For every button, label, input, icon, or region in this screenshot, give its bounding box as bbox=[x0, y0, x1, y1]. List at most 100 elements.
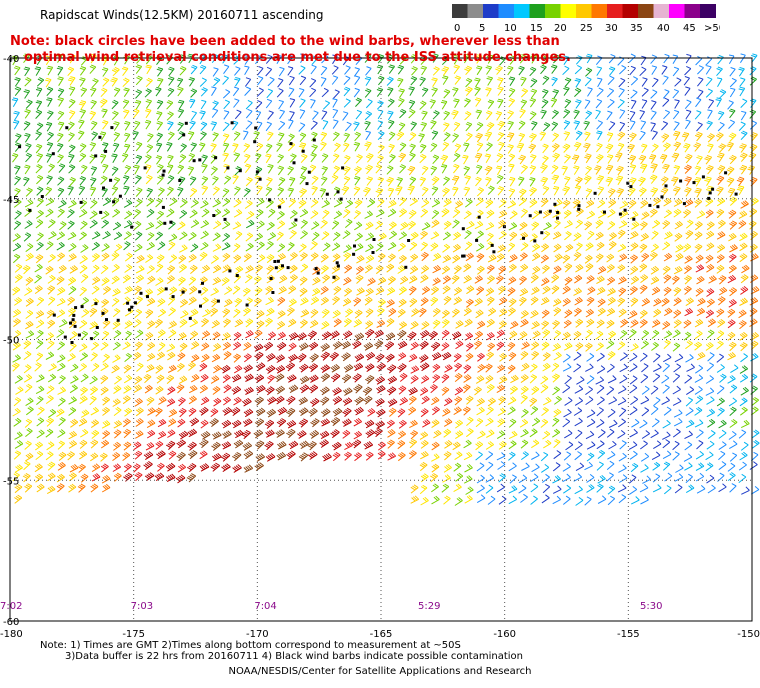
wind-barb bbox=[684, 430, 693, 440]
wind-barb bbox=[497, 186, 505, 196]
wind-barb bbox=[474, 340, 483, 350]
wind-barb bbox=[684, 307, 694, 317]
wind-barb bbox=[520, 394, 528, 404]
wind-barb bbox=[408, 99, 416, 110]
wind-barb bbox=[432, 110, 440, 120]
wind-barb bbox=[36, 186, 44, 196]
wind-barb bbox=[477, 430, 486, 440]
wind-barb bbox=[618, 464, 627, 473]
wind-barb bbox=[133, 120, 141, 131]
wind-barb bbox=[397, 64, 405, 75]
wind-barb bbox=[631, 221, 640, 230]
wind-barb bbox=[14, 375, 23, 384]
wind-barb bbox=[244, 373, 254, 382]
wind-barb bbox=[364, 110, 373, 121]
wind-barb bbox=[673, 309, 682, 319]
wind-barb bbox=[319, 439, 329, 448]
wind-barb bbox=[14, 440, 24, 449]
wind-barb bbox=[465, 298, 474, 308]
wind-barb bbox=[716, 197, 726, 207]
wind-barb bbox=[541, 277, 550, 286]
wind-barb bbox=[697, 65, 704, 75]
wind-barb bbox=[156, 254, 165, 264]
wind-barb bbox=[332, 396, 343, 405]
wind-barb bbox=[234, 230, 243, 241]
wind-barb bbox=[409, 438, 418, 449]
wind-barb bbox=[431, 130, 439, 140]
wind-barb bbox=[673, 208, 682, 218]
wind-barb bbox=[553, 307, 562, 317]
wind-barb bbox=[222, 197, 231, 207]
wind-barb bbox=[607, 451, 616, 460]
wind-barb bbox=[739, 242, 748, 252]
wind-barb bbox=[233, 243, 241, 253]
wind-barb bbox=[342, 330, 353, 340]
wind-barb bbox=[443, 295, 452, 306]
wind-barb bbox=[455, 340, 464, 350]
wind-barb bbox=[520, 164, 528, 174]
wind-barb bbox=[551, 121, 559, 132]
wind-barb bbox=[156, 450, 166, 460]
wind-barb bbox=[177, 164, 185, 175]
wind-barb bbox=[343, 387, 353, 396]
wind-barb bbox=[530, 274, 539, 284]
contamination-marker bbox=[143, 166, 147, 170]
wind-barb bbox=[729, 452, 738, 462]
wind-barb bbox=[66, 451, 75, 461]
contamination-marker bbox=[198, 158, 202, 162]
wind-barb bbox=[255, 440, 265, 450]
wind-barb bbox=[133, 208, 142, 219]
wind-barb bbox=[189, 209, 198, 219]
wind-barb bbox=[399, 142, 407, 152]
wind-barb bbox=[675, 244, 684, 253]
wind-barb bbox=[507, 276, 517, 285]
wind-barb bbox=[695, 364, 704, 374]
wind-barb bbox=[418, 307, 427, 318]
wind-barb bbox=[343, 142, 350, 153]
wind-barb bbox=[386, 76, 394, 86]
wind-barb bbox=[100, 362, 109, 372]
wind-barb bbox=[518, 120, 526, 130]
wind-barb bbox=[80, 428, 89, 438]
wind-barb bbox=[532, 265, 541, 275]
wind-barb bbox=[68, 86, 76, 96]
wind-barb bbox=[232, 221, 242, 230]
wind-barb bbox=[89, 64, 97, 74]
wind-barb bbox=[168, 329, 177, 339]
wind-barb bbox=[529, 397, 538, 407]
wind-barb bbox=[123, 132, 131, 143]
wind-barb bbox=[451, 274, 460, 285]
wind-barb bbox=[541, 99, 549, 109]
wind-barb bbox=[135, 296, 143, 306]
wind-barb bbox=[728, 397, 738, 407]
wind-barb bbox=[188, 296, 197, 306]
wind-barb bbox=[440, 164, 448, 174]
wind-barb bbox=[464, 318, 473, 328]
contamination-marker bbox=[682, 202, 686, 206]
wind-barb bbox=[640, 452, 650, 462]
wind-barb bbox=[267, 232, 277, 241]
wind-barb bbox=[101, 56, 109, 66]
wind-barb bbox=[212, 364, 222, 374]
wind-barb bbox=[739, 77, 746, 87]
wind-barb bbox=[497, 244, 506, 253]
wind-barb bbox=[694, 221, 703, 231]
wind-barb bbox=[750, 98, 757, 108]
wind-barb bbox=[740, 130, 748, 141]
wind-barb bbox=[320, 296, 329, 306]
wind-barb bbox=[563, 319, 572, 329]
wind-barb bbox=[133, 384, 143, 394]
wind-barb bbox=[694, 318, 704, 328]
wind-barb bbox=[91, 330, 100, 340]
wind-barb bbox=[704, 155, 713, 165]
wind-barb bbox=[187, 462, 197, 473]
wind-barb bbox=[23, 350, 32, 361]
wind-barb bbox=[443, 198, 452, 208]
wind-barb bbox=[684, 275, 692, 285]
wind-barb bbox=[23, 66, 31, 77]
wind-barb bbox=[367, 277, 376, 286]
wind-barb bbox=[288, 285, 297, 295]
wind-barb bbox=[112, 197, 120, 207]
wind-barb bbox=[748, 220, 757, 230]
wind-barb bbox=[431, 87, 438, 97]
